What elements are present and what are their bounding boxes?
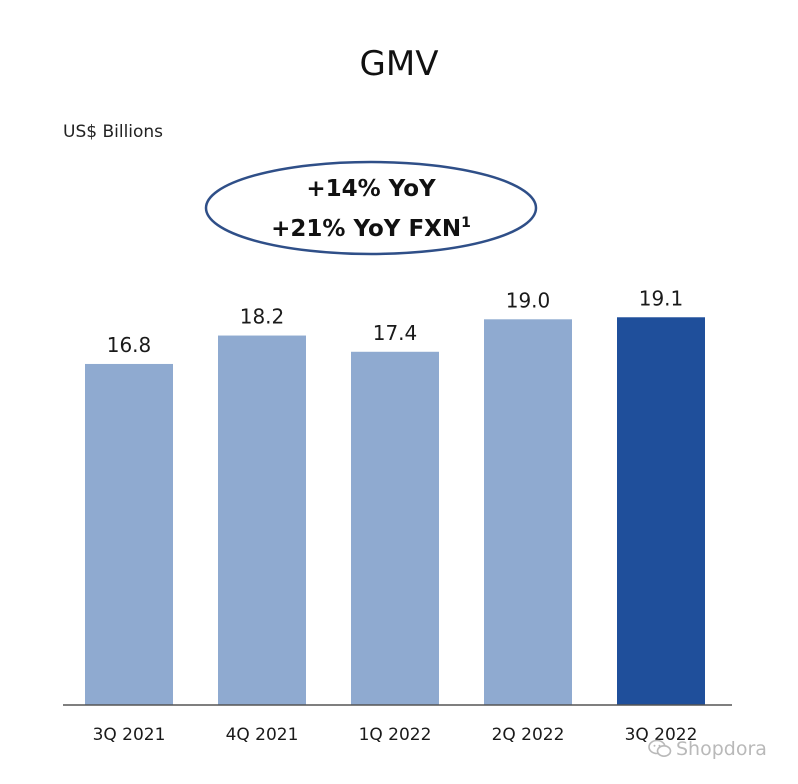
x-tick-labels: 3Q 2021 4Q 2021 1Q 2022 2Q 2022 3Q 2022 [93, 725, 698, 745]
x-tick-label: 4Q 2021 [226, 725, 299, 745]
value-label: 18.2 [240, 305, 285, 329]
callout-superscript: 1 [461, 215, 471, 231]
x-tick-label: 3Q 2022 [625, 725, 698, 745]
chart-title: GMV [359, 44, 439, 84]
x-tick-label: 1Q 2022 [359, 725, 432, 745]
bar-1q-2022 [351, 351, 439, 705]
bar-2q-2022 [484, 319, 572, 705]
bar-3q-2022 [617, 317, 705, 705]
value-label: 16.8 [107, 333, 152, 357]
x-tick-label: 2Q 2022 [492, 725, 565, 745]
unit-label: US$ Billions [63, 122, 164, 142]
bar-group: 16.8 18.2 17.4 19.0 19.1 [85, 286, 705, 705]
yoy-callout: +14% YoY +21% YoY FXN1 [204, 160, 538, 256]
callout-ellipse [204, 160, 538, 256]
callout-line-1: +14% YoY [306, 176, 436, 202]
bar-4q-2021 [218, 335, 306, 705]
wechat-icon [648, 739, 672, 757]
bar-3q-2021 [85, 363, 173, 705]
callout-line-2: +21% YoY FXN [271, 216, 461, 242]
watermark: Shopdora [648, 738, 767, 760]
svg-text:+21% YoY FXN1: +21% YoY FXN1 [271, 215, 471, 242]
value-label: 19.1 [639, 286, 684, 310]
value-label: 17.4 [373, 321, 418, 345]
value-label: 19.0 [506, 288, 551, 312]
x-tick-label: 3Q 2021 [93, 725, 166, 745]
watermark-text: Shopdora [676, 738, 767, 760]
